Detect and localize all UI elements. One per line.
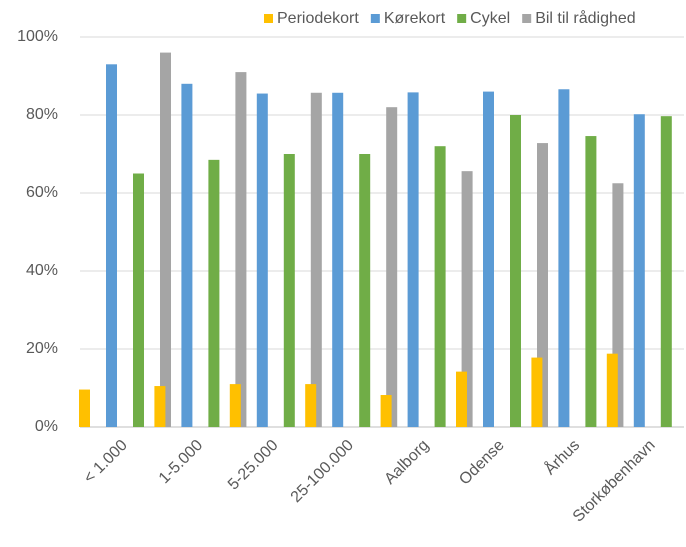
bar [332,92,344,428]
x-tick-label: < 1.000 [81,437,131,487]
bar [283,154,295,427]
bar [558,89,570,427]
bar [660,116,672,428]
bar [208,159,220,427]
x-tick-label: Århus [540,435,583,478]
bar [235,72,247,427]
x-tick-label: Storkøbenhavn [570,437,659,526]
bar [537,143,548,427]
legend-swatch [457,14,467,23]
x-tick-label: Aalborg [381,437,432,488]
legend-label: Periodekort [277,10,359,27]
bar [612,183,624,427]
bar [585,136,597,427]
bar [456,371,467,427]
bar [256,93,268,428]
x-tick-label: 1-5.000 [156,437,206,487]
bar [106,64,117,428]
bar [359,154,371,427]
x-tick-label: 25-100.000 [288,437,357,506]
y-tick-label: 60% [26,184,58,201]
bar [483,91,494,427]
bar [133,173,144,427]
bar [461,171,473,427]
bar [310,92,322,428]
bar [407,92,419,427]
legend-swatch [264,14,273,23]
bar [181,83,193,428]
bar [386,107,398,427]
y-tick-label: 80% [26,106,58,123]
legend-label: Kørekort [384,10,446,27]
bar [434,146,446,427]
legend-swatch [522,14,532,23]
legend-label: Bil til rådighed [535,9,636,27]
legend-label: Cykel [470,10,510,27]
y-tick-label: 0% [35,418,58,435]
bar [79,389,90,427]
bar [633,114,645,427]
bar [154,386,166,427]
x-tick-label: Odense [456,437,508,489]
bar [160,52,171,427]
bar [380,395,392,427]
y-tick-label: 20% [26,340,58,357]
bar [305,384,317,427]
legend-swatch [370,14,380,23]
bar [510,115,521,427]
bar [531,357,543,427]
y-tick-label: 40% [26,262,58,279]
bar [606,353,618,427]
y-tick-label: 100% [17,28,58,45]
bar [229,384,241,427]
x-tick-label: 5-25.000 [225,437,282,494]
